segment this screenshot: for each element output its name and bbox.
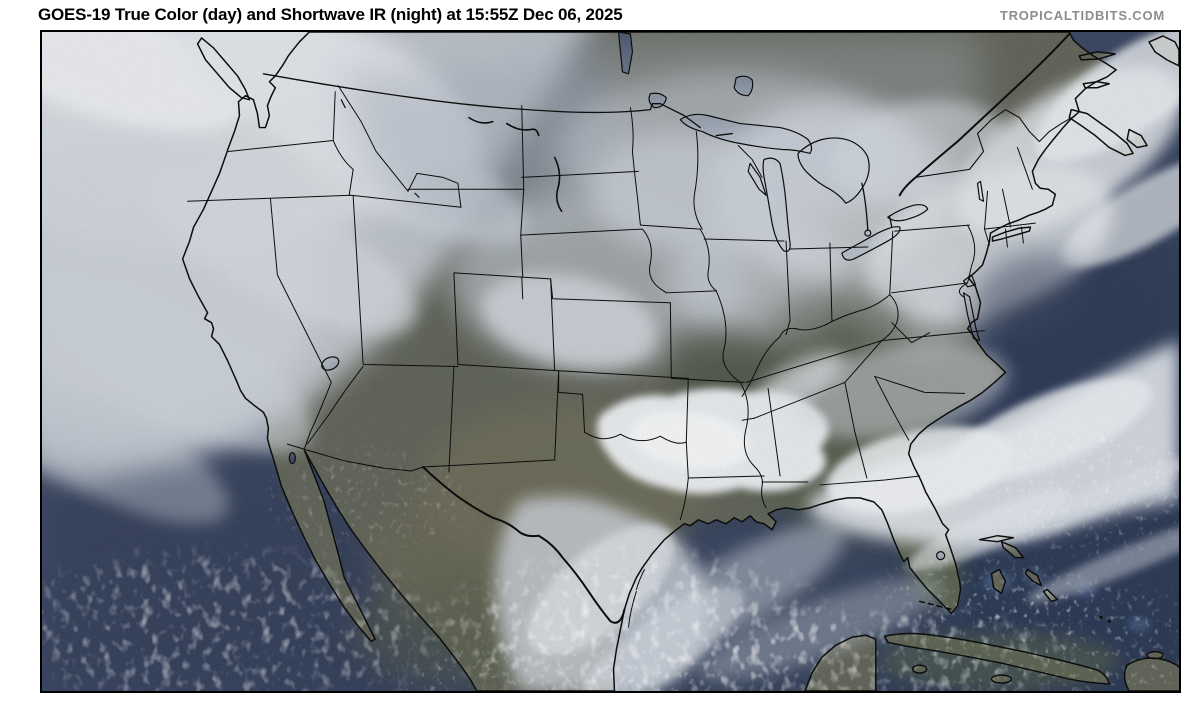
grain-overlay bbox=[42, 32, 1179, 691]
satellite-composite-image bbox=[42, 32, 1179, 691]
site-watermark: TROPICALTIDBITS.COM bbox=[999, 7, 1165, 23]
image-title: GOES-19 True Color (day) and Shortwave I… bbox=[38, 5, 623, 24]
title-bar: GOES-19 True Color (day) and Shortwave I… bbox=[38, 0, 1179, 30]
satellite-map bbox=[40, 30, 1181, 693]
